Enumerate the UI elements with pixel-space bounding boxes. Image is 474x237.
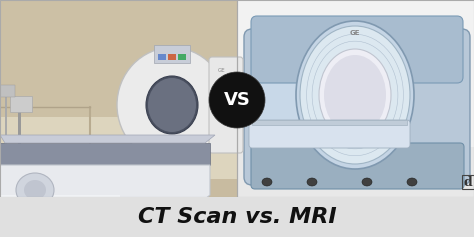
Bar (237, 0, 474, 197)
Circle shape (209, 72, 265, 128)
Bar (0, 85, 15, 97)
Bar (18, 97, 21, 177)
Bar (237, 0, 474, 197)
Ellipse shape (362, 178, 372, 186)
Bar (462, 175, 474, 189)
FancyBboxPatch shape (209, 57, 243, 153)
Bar (5, 87, 7, 182)
Bar (168, 54, 176, 60)
Ellipse shape (324, 55, 386, 135)
Ellipse shape (16, 173, 54, 207)
Polygon shape (0, 195, 120, 205)
Bar (0, 197, 474, 237)
Bar (158, 54, 166, 60)
Bar (0, 179, 237, 197)
Text: d: d (464, 177, 473, 190)
Ellipse shape (220, 89, 232, 101)
Bar (0, 0, 237, 197)
Ellipse shape (307, 178, 317, 186)
Text: VS: VS (224, 91, 250, 109)
Ellipse shape (94, 228, 106, 237)
Ellipse shape (300, 26, 410, 164)
Bar (0, 0, 237, 197)
FancyBboxPatch shape (251, 143, 464, 189)
Text: GE: GE (350, 30, 360, 36)
Ellipse shape (407, 178, 417, 186)
Ellipse shape (24, 180, 46, 200)
Text: GE: GE (218, 68, 226, 73)
FancyBboxPatch shape (244, 29, 470, 185)
FancyBboxPatch shape (0, 143, 210, 165)
Ellipse shape (262, 178, 272, 186)
Bar (10, 96, 32, 112)
Bar (0, 117, 237, 197)
Ellipse shape (14, 228, 26, 237)
Bar (252, 120, 407, 125)
FancyBboxPatch shape (251, 16, 463, 83)
Text: CT Scan vs. MRI: CT Scan vs. MRI (137, 207, 337, 227)
Ellipse shape (54, 228, 66, 237)
Bar (252, 42, 322, 157)
Bar (237, 147, 474, 197)
Bar (154, 45, 190, 63)
FancyBboxPatch shape (249, 120, 410, 148)
Ellipse shape (148, 78, 196, 132)
Ellipse shape (117, 47, 227, 163)
Polygon shape (0, 135, 215, 143)
Bar (178, 54, 186, 60)
Ellipse shape (146, 76, 198, 134)
Ellipse shape (296, 21, 414, 169)
Polygon shape (0, 165, 210, 225)
Ellipse shape (319, 49, 391, 141)
